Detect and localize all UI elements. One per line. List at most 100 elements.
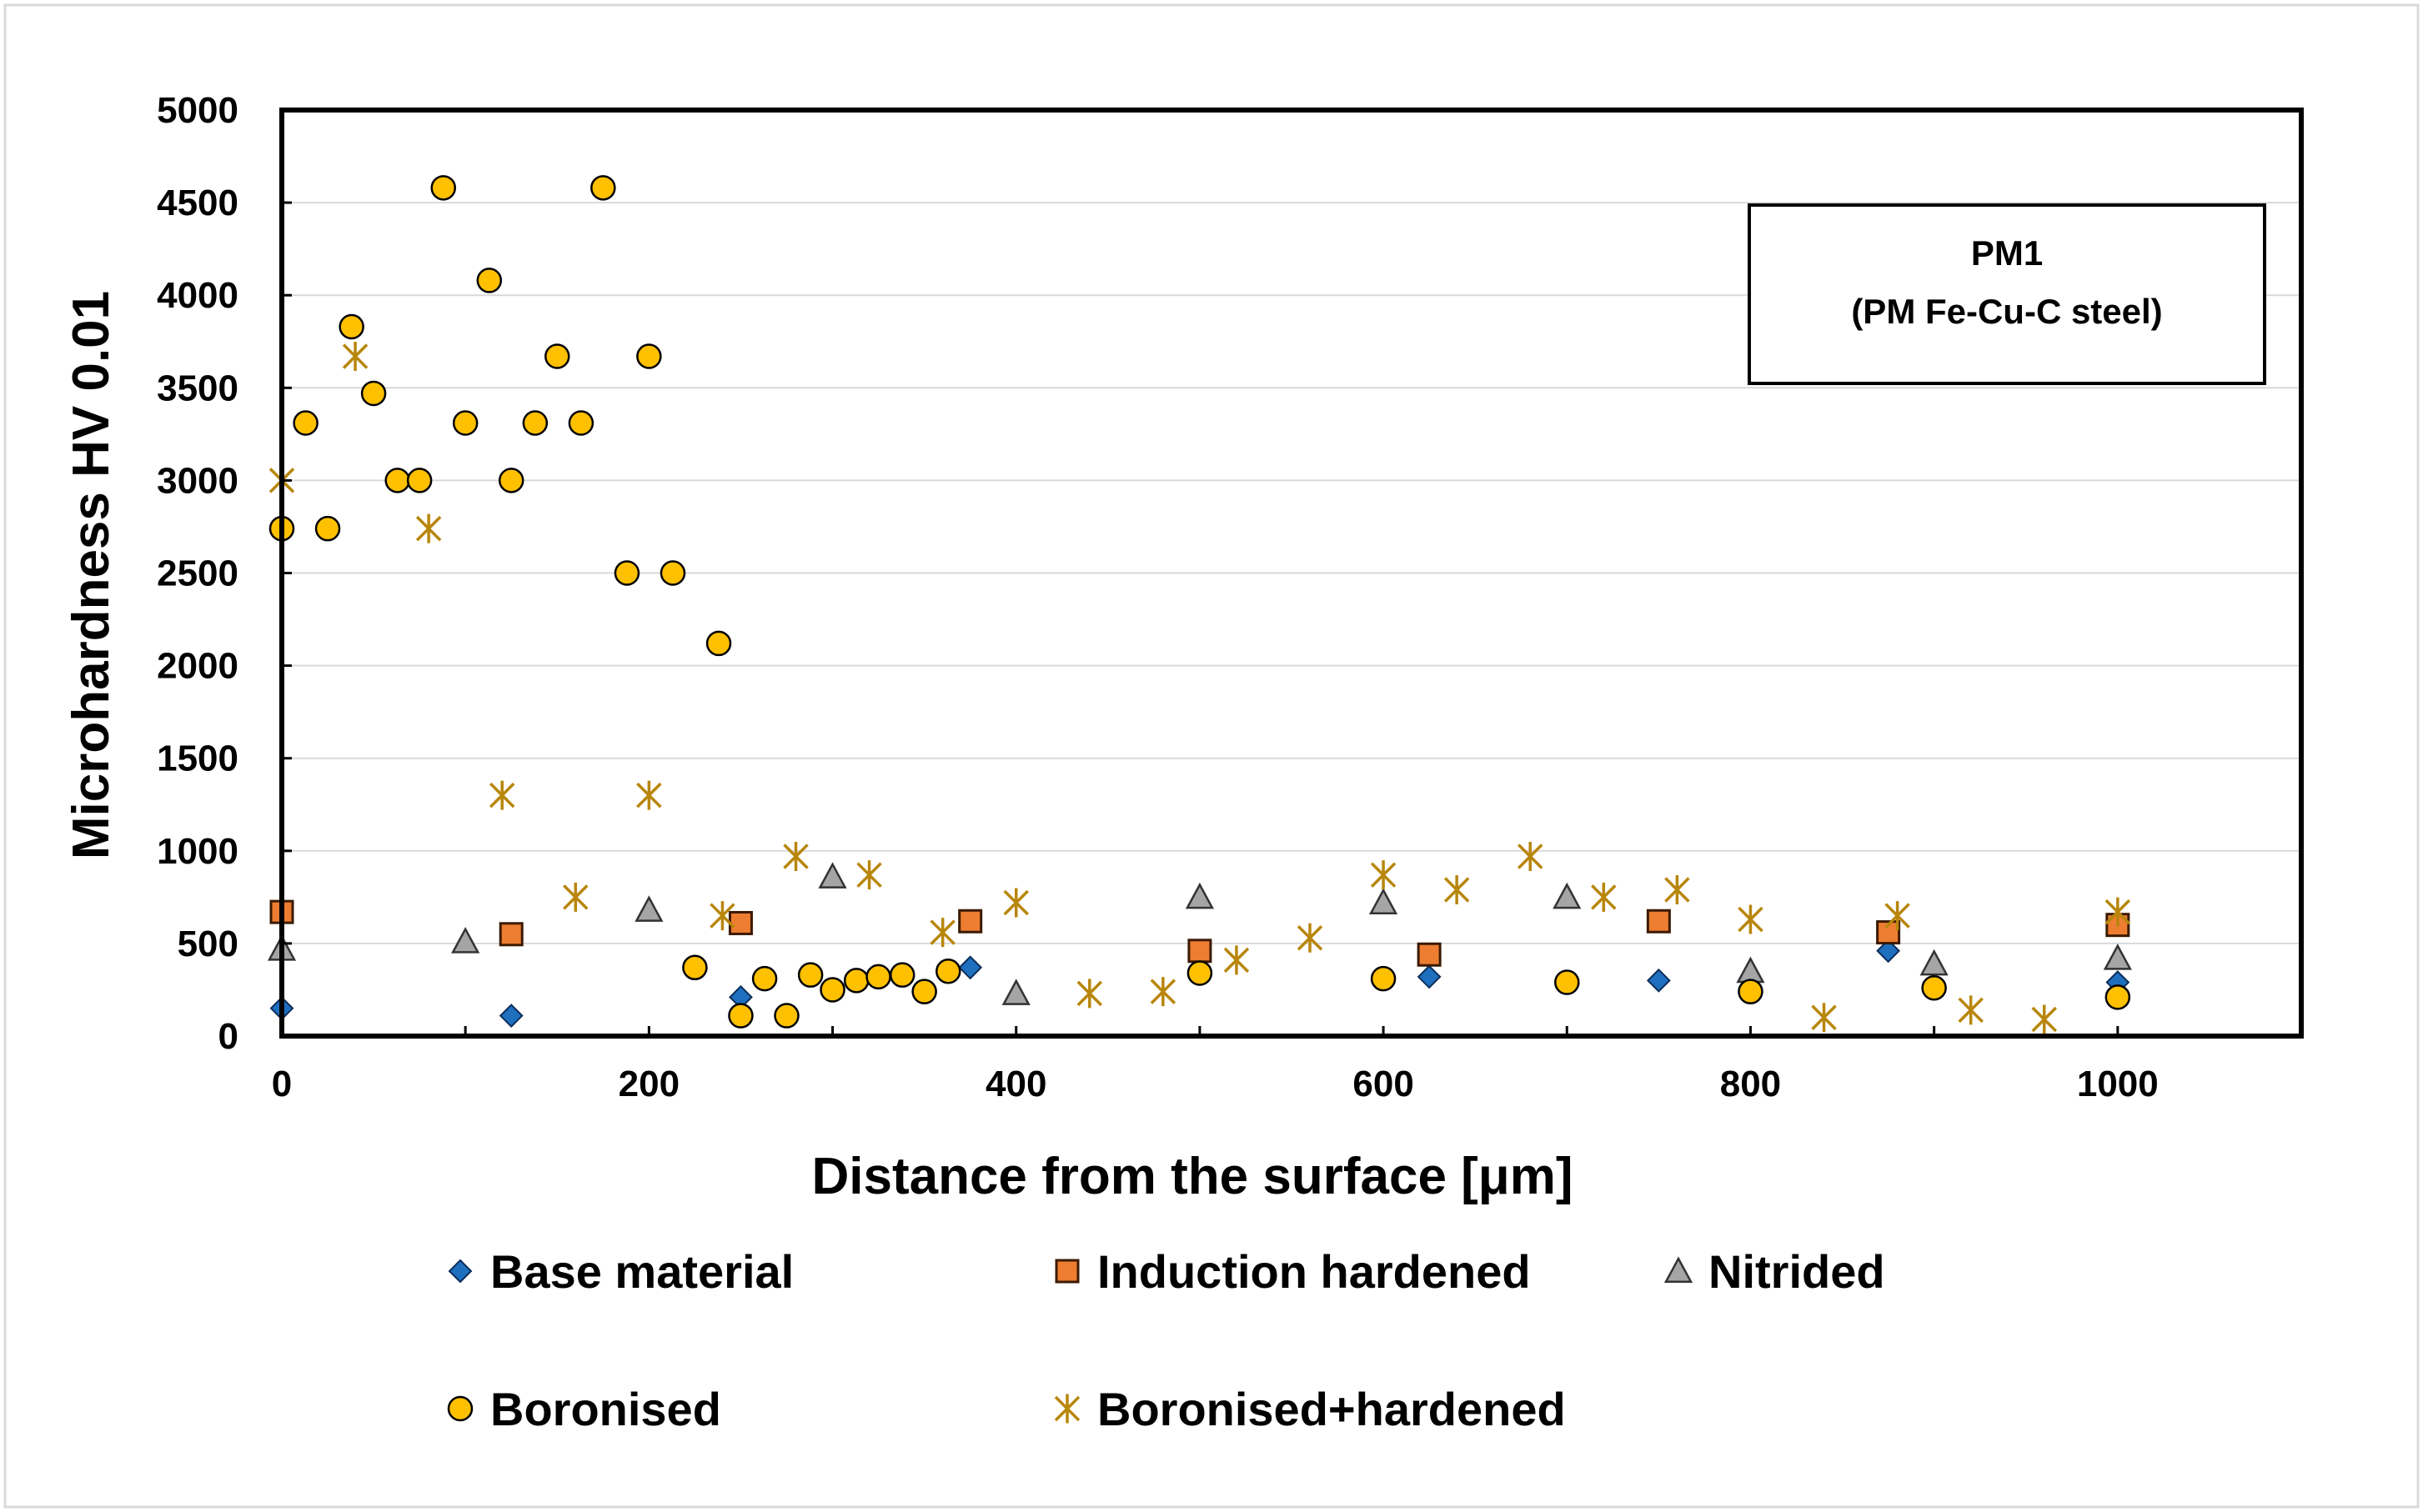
- legend: Base material Induction hardened Nitrided B…: [447, 1245, 1885, 1435]
- legend-marker: [1054, 1394, 1081, 1424]
- data-point: [660, 560, 686, 586]
- data-point: [614, 560, 640, 586]
- y-tick-label: 3000: [157, 460, 238, 501]
- data-point: [1876, 939, 1901, 964]
- data-point: [2031, 1004, 2057, 1034]
- data-point: [1646, 909, 1671, 934]
- data-point: [2103, 944, 2132, 970]
- y-tick-label: 0: [218, 1016, 238, 1057]
- data-point: [843, 968, 870, 994]
- y-tick-label: 5000: [157, 90, 238, 131]
- x-axis: 0 200 400 600 800 1000: [272, 1026, 2303, 1104]
- data-point: [710, 901, 735, 931]
- data-point: [636, 343, 662, 369]
- legend-label: Nitrided: [1708, 1245, 1885, 1298]
- data-point: [635, 895, 664, 922]
- data-point: [2104, 897, 2131, 927]
- data-point: [339, 313, 364, 340]
- x-tick-label: 0: [272, 1064, 292, 1104]
- y-tick-label: 2000: [157, 646, 238, 687]
- data-point: [865, 964, 891, 990]
- legend-label: Induction hardened: [1097, 1245, 1531, 1298]
- annotation-box: PM1 (PM Fe-Cu-C steel): [1748, 203, 2266, 385]
- data-point: [1185, 882, 1215, 909]
- data-point: [1591, 882, 1617, 912]
- legend-item: Boronised+hardened: [1054, 1383, 1566, 1435]
- data-point: [705, 630, 732, 657]
- data-point: [911, 979, 937, 1004]
- data-point: [1187, 939, 1212, 964]
- data-point: [415, 513, 442, 543]
- annotation-frame: [1748, 203, 2266, 385]
- data-point: [856, 860, 882, 890]
- data-point: [751, 965, 778, 992]
- data-markers: [267, 175, 2132, 1034]
- data-point: [406, 468, 433, 493]
- data-point: [636, 780, 662, 810]
- y-tick-label: 4000: [157, 275, 238, 316]
- data-point: [1076, 979, 1103, 1009]
- data-point: [1223, 945, 1250, 975]
- legend-label: Base material: [490, 1245, 794, 1298]
- data-point: [889, 962, 916, 988]
- y-tick-label: 1000: [157, 831, 238, 872]
- data-point: [820, 977, 845, 1003]
- data-point: [1443, 874, 1470, 904]
- data-point: [476, 268, 503, 293]
- legend-item: Induction hardened: [1055, 1245, 1531, 1298]
- data-point: [1919, 949, 1949, 976]
- data-point: [499, 1004, 524, 1028]
- legend-marker: [1055, 1259, 1080, 1284]
- data-point: [818, 862, 847, 889]
- data-point: [1518, 841, 1543, 871]
- data-point: [1186, 960, 1213, 986]
- data-point: [728, 910, 753, 935]
- legend-label: Boronised+hardened: [1097, 1383, 1566, 1435]
- data-point: [1370, 965, 1397, 992]
- data-point: [958, 909, 983, 934]
- data-point: [958, 955, 983, 980]
- data-point: [1554, 969, 1580, 995]
- data-point: [1921, 974, 1947, 1001]
- legend-marker: [1663, 1256, 1693, 1283]
- data-point: [499, 922, 524, 947]
- data-point: [936, 958, 961, 984]
- data-point: [1664, 874, 1690, 904]
- data-point: [522, 410, 549, 436]
- data-point: [1370, 860, 1397, 890]
- annotation-line-1: PM1: [1971, 233, 2043, 273]
- x-tick-label: 400: [986, 1064, 1046, 1104]
- data-point: [384, 468, 410, 493]
- x-tick-label: 600: [1352, 1064, 1413, 1104]
- series-boronised-hardened: [268, 342, 2131, 1034]
- data-point: [342, 342, 369, 372]
- data-point: [1553, 882, 1582, 909]
- data-point: [1417, 942, 1442, 967]
- series-boronised: [268, 175, 2131, 1029]
- data-point: [430, 175, 457, 201]
- data-point: [682, 954, 708, 981]
- data-point: [1884, 901, 1910, 931]
- data-point: [360, 380, 387, 407]
- legend-marker: [447, 1395, 474, 1422]
- series-nitrided: [267, 862, 2132, 1005]
- data-point: [590, 175, 616, 201]
- legend-item: Boronised: [447, 1383, 721, 1435]
- data-point: [498, 468, 524, 493]
- y-tick-label: 1500: [157, 738, 238, 779]
- data-point: [544, 343, 570, 369]
- data-point: [1003, 888, 1029, 918]
- y-tick-label: 3500: [157, 368, 238, 408]
- data-point: [489, 780, 515, 810]
- data-point: [1738, 979, 1763, 1004]
- data-point: [1646, 968, 1671, 993]
- data-point: [774, 1003, 800, 1029]
- data-point: [1001, 979, 1031, 1005]
- data-point: [293, 410, 319, 436]
- data-point: [1417, 964, 1442, 989]
- data-point: [728, 1003, 754, 1029]
- legend-item: Base material: [448, 1245, 794, 1298]
- data-point: [1368, 888, 1398, 915]
- x-axis-title: Distance from the surface [μm]: [811, 1148, 1573, 1205]
